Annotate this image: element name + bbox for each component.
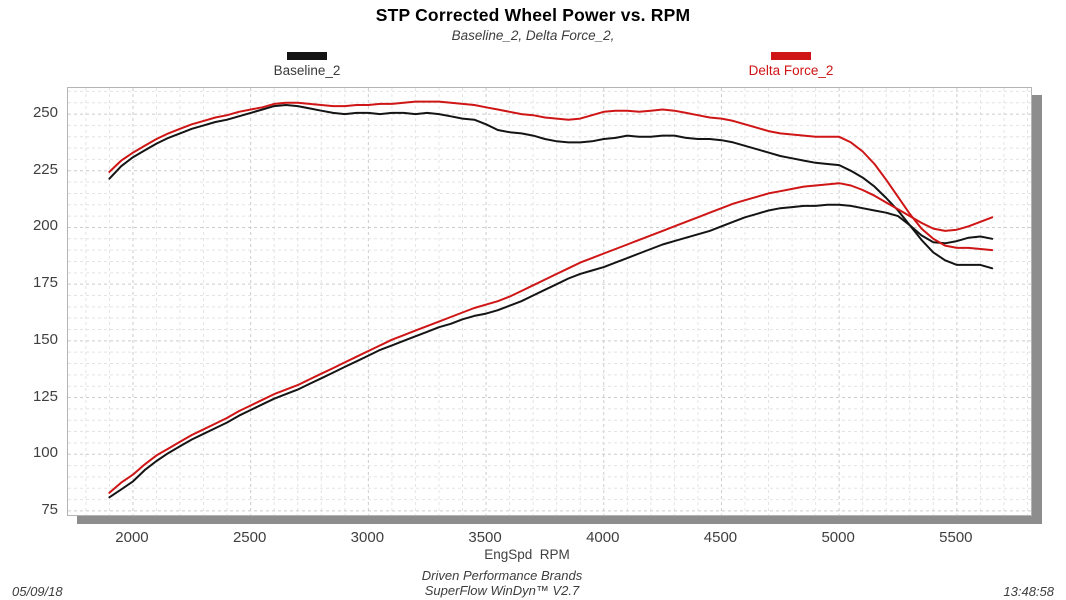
y-tick-label: 250: [32, 104, 58, 122]
x-axis-label: EngSpd RPM: [484, 547, 570, 562]
delta-force-2-lower-curve: [108, 182, 994, 494]
x-tick-label: 2500: [232, 529, 267, 546]
y-tick-label: 150: [32, 330, 58, 348]
x-tick-label: 3000: [350, 529, 385, 546]
y-tick-label: 100: [32, 444, 58, 462]
baseline-legend-swatch: [287, 52, 327, 60]
chart-subtitle: Baseline_2, Delta Force_2,: [451, 28, 615, 43]
x-tick-label: 2000: [115, 529, 149, 546]
y-tick-label: 75: [41, 500, 58, 518]
baseline-legend-label: Baseline_2: [273, 63, 341, 78]
chart-plot-area: [67, 87, 1032, 516]
y-tick-label: 225: [32, 160, 58, 178]
legend-baseline: Baseline_2: [227, 52, 387, 78]
baseline-2-upper-curve: [108, 104, 994, 270]
baseline-2-lower-curve: [108, 203, 994, 499]
chart-svg: [68, 88, 1031, 515]
y-tick-label: 125: [32, 387, 58, 405]
page-title: STP Corrected Wheel Power vs. RPM: [375, 5, 691, 25]
x-tick-label: 4500: [703, 529, 738, 546]
footer-software: SuperFlow WinDyn™ V2.7: [424, 583, 580, 598]
y-tick-label: 200: [32, 217, 58, 235]
delta-force-2-upper-curve: [108, 100, 994, 252]
y-tick-label: 175: [32, 274, 58, 292]
delta-force-legend-swatch: [771, 52, 811, 60]
legend-delta-force: Delta Force_2: [711, 52, 871, 78]
footer-date: 05/09/18: [12, 584, 63, 599]
delta-force-legend-label: Delta Force_2: [748, 63, 834, 78]
footer-brand: Driven Performance Brands: [421, 568, 583, 583]
footer-time: 13:48:58: [1003, 584, 1054, 599]
x-tick-label: 4000: [586, 529, 620, 546]
x-tick-label: 3500: [468, 529, 502, 546]
x-tick-label: 5500: [939, 529, 973, 546]
x-tick-label: 5000: [821, 529, 855, 546]
